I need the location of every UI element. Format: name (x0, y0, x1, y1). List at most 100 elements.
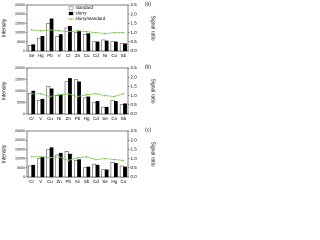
bar (123, 43, 127, 52)
bar (119, 104, 124, 115)
bar (119, 165, 124, 178)
bar (86, 166, 91, 178)
bar (28, 93, 32, 115)
x-tick-label: Ni (75, 179, 79, 184)
ratio-point (113, 158, 116, 161)
bar (92, 163, 97, 178)
bar (64, 81, 69, 115)
x-tick-label: Sb (121, 116, 127, 121)
x-tick-label: Hg (38, 53, 44, 58)
bar (86, 33, 91, 52)
bar (92, 41, 97, 52)
bar (83, 34, 87, 52)
bar (58, 94, 63, 115)
bar (46, 23, 51, 52)
y2-axis-label: Signal ratio (150, 141, 156, 166)
x-tick-label: Cd (93, 53, 99, 58)
bar (37, 99, 41, 115)
bar (114, 41, 118, 52)
bar (77, 30, 82, 52)
bar (49, 18, 54, 52)
bar (49, 147, 54, 178)
bar (114, 162, 118, 178)
bar (68, 78, 72, 115)
y-tick-label: 20000 (15, 138, 25, 142)
y2-tick-label: 1.0 (131, 30, 138, 35)
legend-label: standard (76, 5, 94, 10)
x-tick-label: Pb (75, 116, 81, 121)
legend-swatch (68, 6, 74, 10)
x-tick-label: Se (29, 53, 35, 58)
bar (55, 154, 60, 178)
y-axis-label: Intensity (1, 18, 7, 37)
legend-label: slurry (76, 11, 88, 16)
x-tick-label: Co (111, 116, 117, 121)
bar (86, 96, 91, 115)
ratio-point (122, 159, 125, 162)
x-tick-label: Se (102, 116, 108, 121)
bar (123, 166, 127, 178)
y-axis-label: Intensity (1, 144, 7, 163)
y-axis-label: Intensity (1, 81, 7, 100)
bar (101, 39, 106, 52)
ratio-point (67, 159, 70, 162)
bar (40, 156, 45, 178)
x-tick-label: Zn (75, 53, 81, 58)
y-tick-label: 5000 (17, 166, 25, 170)
x-tick-label: Pb (66, 179, 72, 184)
y-tick-label: 0 (23, 175, 25, 179)
bar (68, 153, 72, 178)
bar (104, 169, 109, 178)
ratio-point (76, 156, 79, 159)
y-tick-label: 15000 (15, 21, 25, 25)
ratio-point (94, 31, 97, 34)
y-tick-label: 20000 (15, 12, 25, 16)
ratio-point (104, 157, 106, 160)
ratio-point (49, 28, 51, 31)
ratio-point (85, 30, 88, 33)
y-tick-label: 10000 (15, 89, 25, 93)
bar (95, 41, 100, 52)
y2-tick-label: 1.5 (131, 84, 138, 89)
y2-tick-label: 0.0 (131, 111, 138, 116)
y-tick-label: 0 (23, 112, 25, 116)
ratio-point (30, 155, 33, 158)
panel-label: (a) (145, 1, 151, 7)
bar (119, 43, 124, 52)
y-tick-label: 25000 (15, 129, 25, 133)
ratio-point (49, 95, 51, 98)
bar (104, 40, 109, 52)
ratio-point (94, 92, 97, 95)
ratio-point (39, 155, 42, 158)
y2-tick-label: 2.0 (131, 74, 138, 79)
y2-tick-label: 1.0 (131, 156, 138, 161)
bar (58, 152, 63, 178)
y2-tick-label: 2.5 (131, 65, 138, 70)
x-tick-label: Zn (57, 179, 63, 184)
bar (110, 41, 115, 52)
ratio-point (94, 158, 97, 161)
y-tick-label: 5000 (17, 100, 25, 104)
x-tick-label: Cr (29, 116, 34, 121)
x-tick-label: Cd (93, 116, 99, 121)
ratio-point (67, 92, 70, 95)
bar (37, 37, 41, 52)
bar (110, 99, 115, 115)
bar (31, 164, 36, 178)
x-tick-label: V (58, 53, 61, 58)
bar (110, 162, 115, 178)
ratio-point (76, 29, 79, 32)
y2-tick-label: 2.5 (131, 2, 138, 7)
bar (95, 101, 100, 115)
y2-tick-label: 2.5 (131, 128, 138, 133)
x-tick-label: V (39, 116, 42, 121)
ratio-point (104, 94, 106, 97)
ratio-point (58, 93, 61, 96)
x-tick-label: Ni (103, 53, 107, 58)
bar (46, 86, 51, 115)
ratio-point (49, 156, 51, 159)
bar (77, 159, 82, 178)
bar (40, 98, 45, 115)
x-tick-label: Pb (47, 53, 53, 58)
y2-axis-label: Signal ratio (150, 78, 156, 103)
